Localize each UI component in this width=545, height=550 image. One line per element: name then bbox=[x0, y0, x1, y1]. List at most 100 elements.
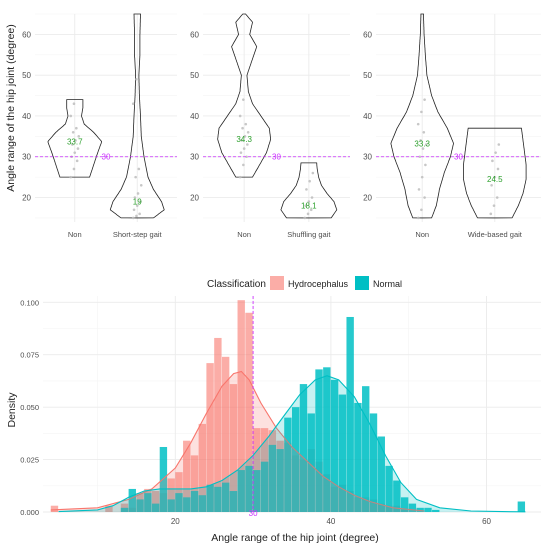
median-label-non: 34.3 bbox=[236, 135, 252, 144]
x-tick-label-short-step-gait: Short-step gait bbox=[113, 230, 163, 239]
data-point bbox=[491, 159, 494, 163]
data-point bbox=[489, 212, 493, 216]
data-point bbox=[493, 175, 497, 179]
data-point bbox=[73, 151, 77, 154]
data-point bbox=[137, 167, 141, 171]
data-point bbox=[138, 212, 141, 216]
legend-label-hydrocephalus: Hydrocephalus bbox=[288, 279, 349, 289]
data-point bbox=[496, 167, 500, 171]
histogram-bar bbox=[299, 384, 308, 512]
violin-shuffling-gait bbox=[280, 162, 338, 219]
histogram-bar bbox=[167, 478, 175, 512]
data-point bbox=[245, 155, 248, 159]
histogram-bar bbox=[292, 407, 300, 512]
data-point bbox=[131, 216, 135, 220]
x-tick-label: 60 bbox=[482, 517, 491, 526]
y-tick-label: 30 bbox=[22, 153, 31, 162]
median-label-short-step-gait: 19 bbox=[133, 198, 142, 207]
data-point bbox=[132, 208, 136, 212]
x-tick-label-shuffling-gait: Shuffling gait bbox=[287, 230, 331, 239]
data-point bbox=[242, 147, 246, 150]
data-point bbox=[497, 143, 501, 146]
x-tick-label: 20 bbox=[171, 517, 180, 526]
histogram-x-axis-label: Angle range of the hip joint (degree) bbox=[211, 532, 379, 544]
density-curve-normal bbox=[58, 375, 526, 513]
data-point bbox=[242, 163, 245, 167]
violin-panel-1: 20 30 40 50 60 30 33.7 19 Non Short-step gait bbox=[22, 13, 177, 239]
histogram-bar bbox=[214, 337, 222, 512]
data-point bbox=[136, 192, 140, 195]
data-point bbox=[139, 183, 143, 187]
histogram-bar bbox=[517, 501, 526, 512]
data-point bbox=[424, 143, 428, 146]
data-point bbox=[244, 122, 248, 126]
legend-swatch-normal bbox=[355, 276, 369, 290]
data-point bbox=[490, 183, 493, 187]
y-tick-label: 30 bbox=[190, 153, 199, 162]
density-curve-hydrocephalus bbox=[50, 370, 425, 512]
median-label-shuffling-gait: 18.1 bbox=[301, 201, 317, 210]
histogram-bar bbox=[183, 440, 191, 512]
violin-panel-3: 20 30 40 50 60 30 33.3 24.5 Non Wide-based gait bbox=[363, 13, 541, 239]
data-point bbox=[72, 102, 76, 106]
histogram-bar bbox=[120, 507, 129, 512]
median-label-non: 33.7 bbox=[67, 138, 83, 147]
median-label-non: 33.3 bbox=[414, 139, 430, 148]
violin-wide-based-gait bbox=[463, 127, 527, 219]
histogram-bar bbox=[190, 491, 199, 512]
data-point bbox=[69, 175, 73, 179]
y-tick-label: 20 bbox=[22, 194, 31, 203]
data-point bbox=[420, 208, 423, 212]
median-label-wide-based-gait: 24.5 bbox=[487, 175, 503, 184]
histogram-bar bbox=[144, 493, 152, 512]
data-point bbox=[134, 175, 137, 179]
violin-non bbox=[390, 13, 454, 219]
y-tick-label: 0.100 bbox=[20, 298, 39, 307]
y-tick-label: 20 bbox=[190, 194, 199, 203]
reference-line-label: 30 bbox=[249, 509, 258, 518]
data-point bbox=[416, 122, 420, 126]
histogram-bar bbox=[393, 480, 401, 512]
y-tick-label: 0.075 bbox=[20, 351, 39, 360]
histogram-bar bbox=[385, 465, 393, 512]
data-point bbox=[417, 188, 421, 191]
reference-line-label: 30 bbox=[272, 153, 281, 162]
histogram-bar bbox=[175, 493, 183, 512]
histogram-bar bbox=[151, 503, 160, 512]
histogram-bar bbox=[221, 482, 230, 512]
violin-non bbox=[47, 99, 103, 178]
data-point bbox=[135, 214, 138, 218]
histogram-bar bbox=[183, 497, 191, 512]
y-tick-label: 0.050 bbox=[20, 403, 39, 412]
data-point bbox=[75, 126, 78, 130]
violin-y-axis-label: Angle range of the hip joint (degree) bbox=[5, 24, 17, 192]
data-point bbox=[310, 196, 314, 199]
histogram-bar bbox=[128, 488, 136, 512]
histogram-bar bbox=[190, 455, 199, 512]
data-point bbox=[303, 216, 307, 220]
histogram-bar bbox=[276, 449, 284, 512]
data-point bbox=[424, 163, 427, 167]
histogram-bar bbox=[245, 312, 253, 512]
histogram-bar bbox=[245, 465, 253, 512]
data-point bbox=[243, 135, 247, 138]
data-point bbox=[133, 196, 137, 199]
histogram-bar bbox=[175, 472, 183, 512]
histogram-bar bbox=[221, 356, 230, 512]
histogram-bar bbox=[253, 470, 261, 512]
histogram-bar bbox=[338, 394, 347, 512]
histogram-bar bbox=[120, 503, 129, 512]
data-point bbox=[492, 204, 496, 207]
histogram-bar bbox=[136, 499, 144, 512]
data-point bbox=[76, 147, 80, 150]
y-tick-label: 40 bbox=[22, 112, 31, 121]
y-tick-label: 40 bbox=[363, 112, 372, 121]
data-point bbox=[241, 126, 244, 130]
histogram-bar bbox=[284, 417, 292, 512]
histogram-bar bbox=[315, 369, 323, 512]
histogram-bar bbox=[330, 379, 339, 512]
x-tick-label-non: Non bbox=[237, 230, 251, 239]
histogram-bar bbox=[323, 367, 331, 512]
data-point bbox=[246, 130, 250, 134]
